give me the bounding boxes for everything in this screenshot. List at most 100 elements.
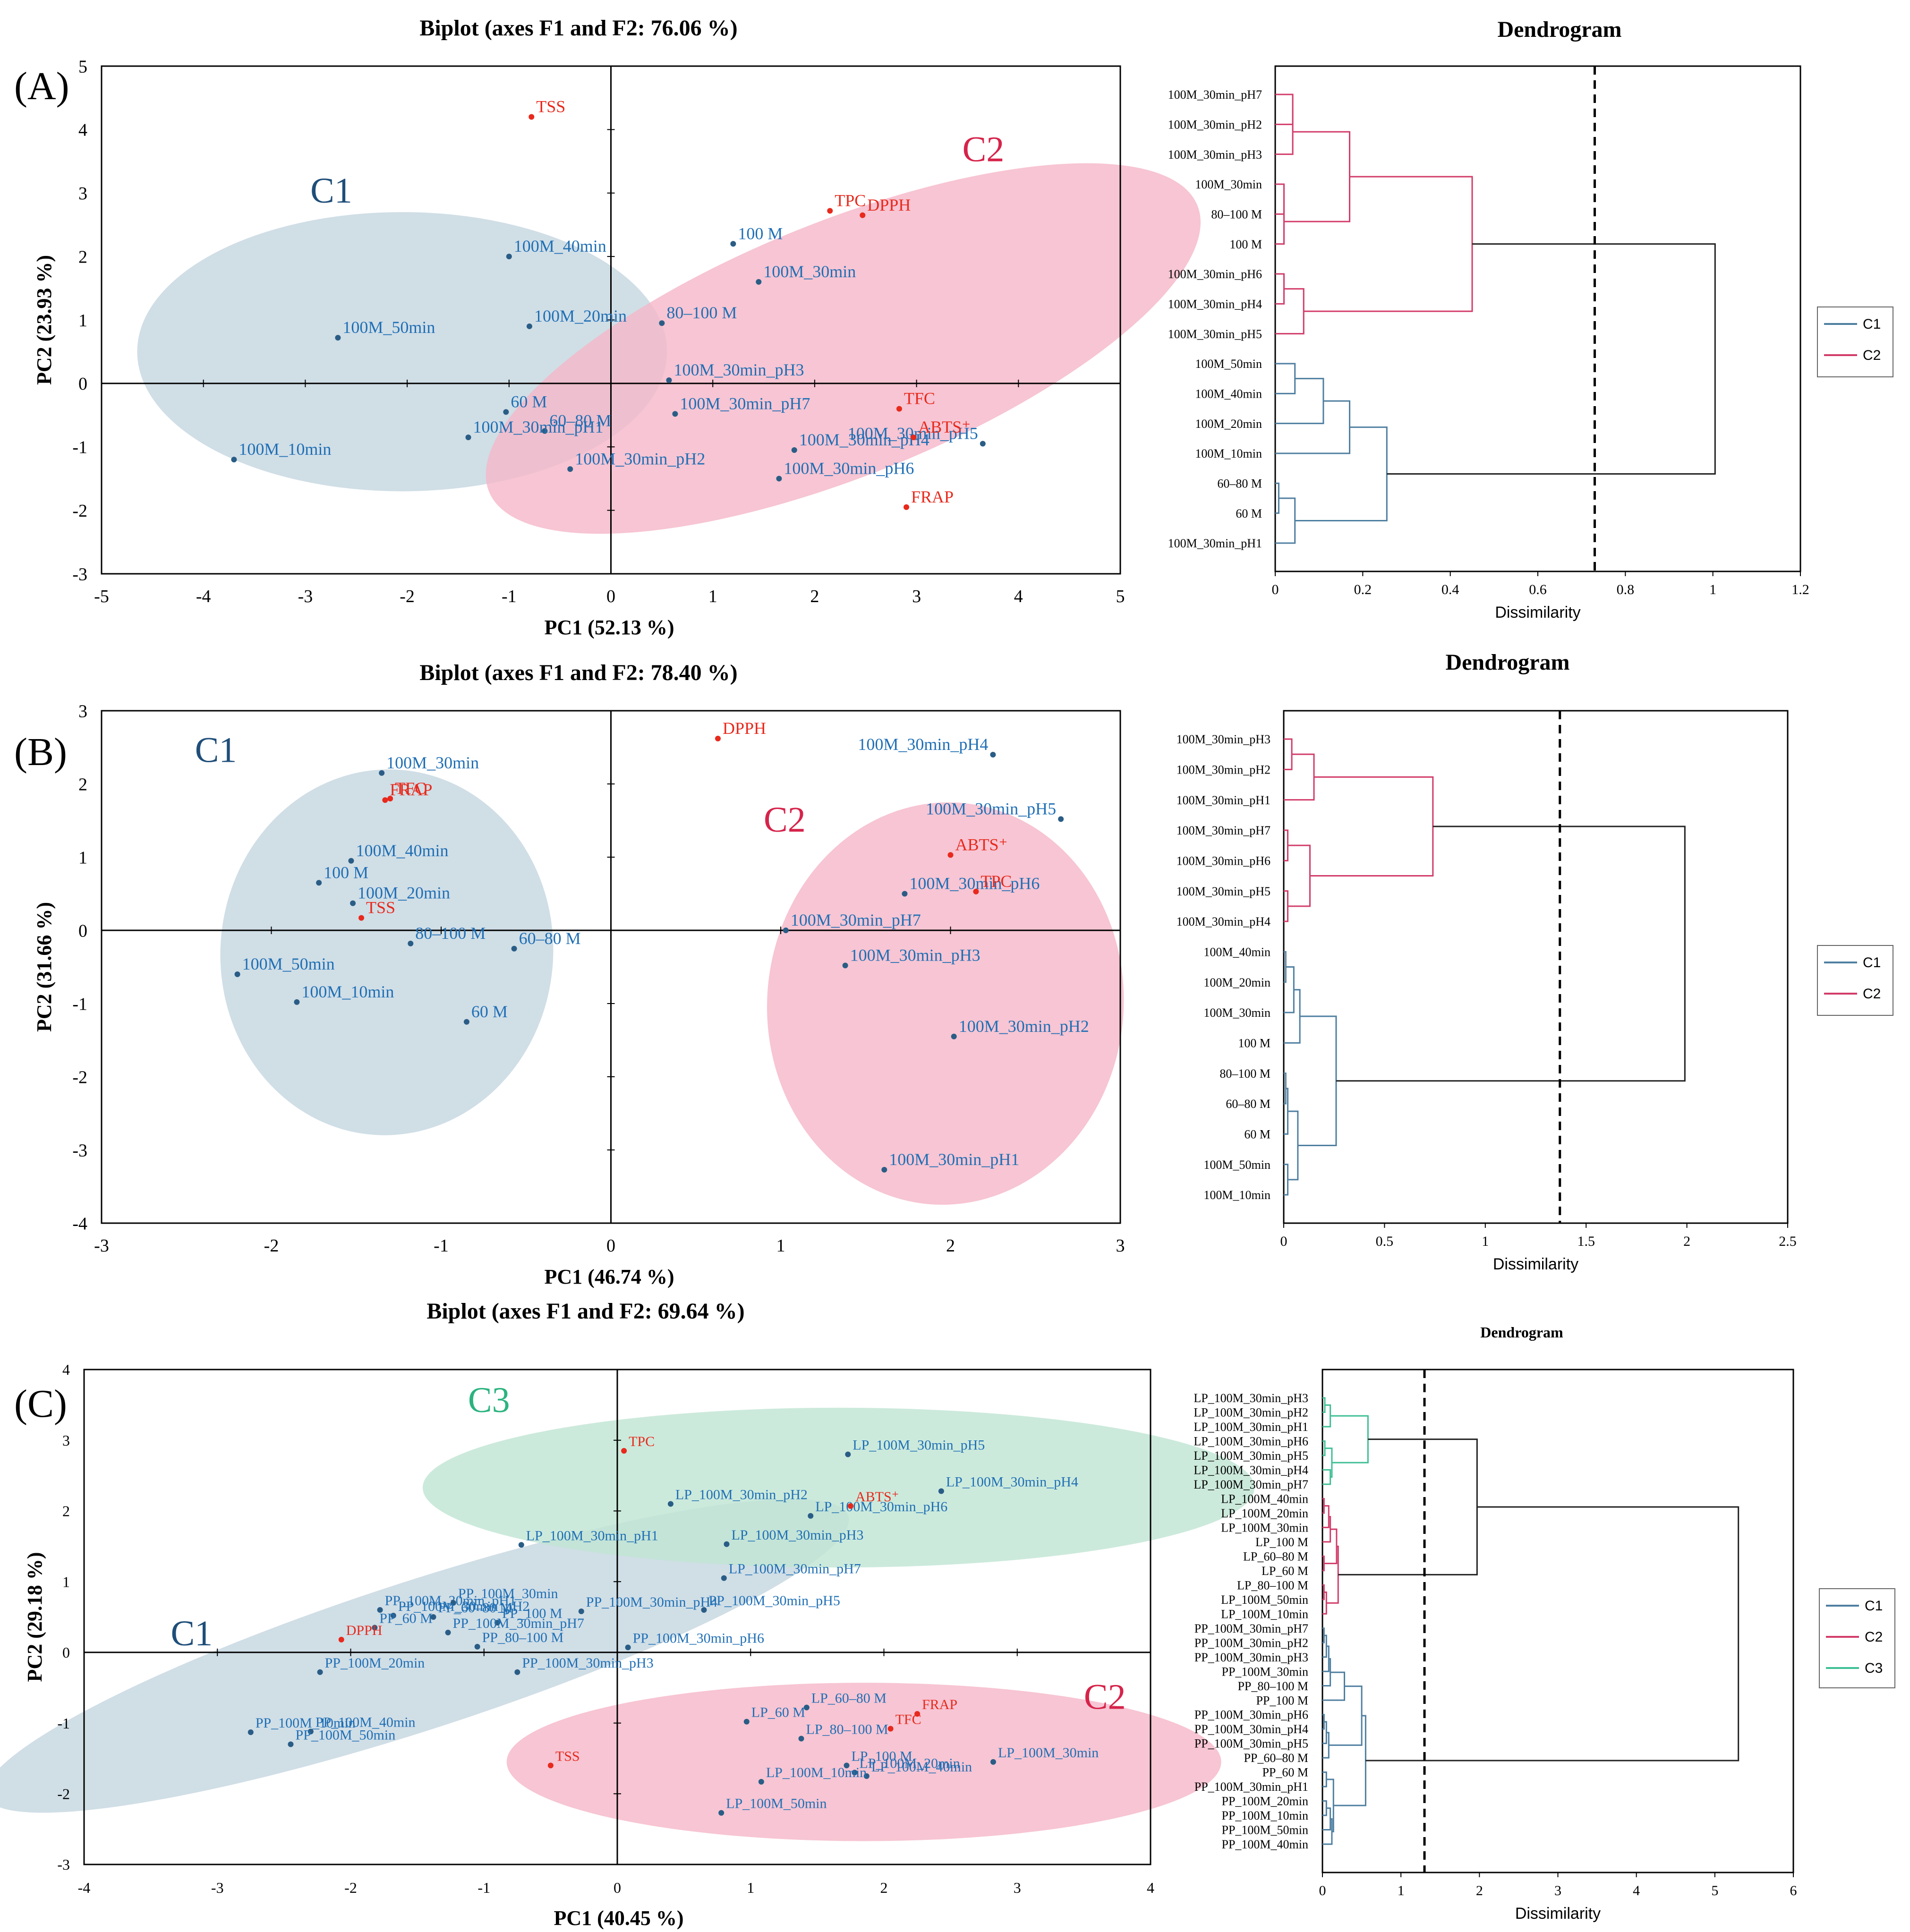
observation-point	[450, 1600, 456, 1606]
leaf-label: LP_60–80 M	[1243, 1549, 1308, 1563]
variable-point	[358, 915, 365, 921]
biplot-title: Biplot (axes F1 and F2: 76.06 %)	[419, 16, 737, 41]
observation-label: LP_60–80 M	[811, 1691, 887, 1706]
variable-point	[911, 434, 917, 441]
observation-point	[377, 1607, 383, 1613]
dendrogram-link	[1333, 1715, 1366, 1806]
observation-point	[372, 1625, 378, 1631]
y-tick-label: 0	[78, 374, 87, 394]
x-tick-label: -4	[196, 587, 211, 606]
x-tick-label: 1	[708, 587, 717, 606]
observation-label: PP_100M_40min	[315, 1715, 416, 1730]
observation-label: 100M_10min	[239, 440, 331, 459]
observation-point	[791, 447, 797, 453]
dendrogram-link	[1304, 176, 1473, 312]
x-axis-title: Dissimilarity	[1495, 604, 1580, 621]
dendrogram-link	[1322, 1469, 1331, 1485]
observation-label: 100M_10min	[301, 982, 394, 1001]
observation-label: 100M_30min_pH1	[889, 1150, 1019, 1169]
y-axis-title: PC2 (29.18 %)	[23, 1552, 46, 1682]
cluster-label-c1: C1	[310, 171, 352, 211]
panel-label: (A)	[14, 64, 69, 108]
leaf-label: PP_60 M	[1262, 1766, 1308, 1779]
observation-label: PP_100M_30min_pH1	[385, 1593, 516, 1609]
leaf-label: PP_100M_30min_pH5	[1194, 1737, 1308, 1751]
dendrogram-link	[1275, 94, 1294, 125]
dendrogram-link	[1322, 1714, 1325, 1730]
observation-label: LP_100 M	[851, 1748, 912, 1764]
observation-label: 60–80 M	[549, 411, 611, 430]
x-tick-label: 2.5	[1779, 1234, 1797, 1249]
leaf-label: LP_100M_30min_pH1	[1194, 1420, 1308, 1434]
y-axis-title: PC2 (31.66 %)	[33, 902, 56, 1032]
observation-point	[625, 1644, 631, 1651]
leaf-label: 80–100 M	[1219, 1067, 1270, 1081]
y-tick-label: 5	[78, 57, 87, 77]
variable-label: TFC	[904, 389, 935, 408]
dendrogram-link	[1288, 844, 1311, 907]
x-tick-label: -1	[502, 587, 517, 606]
variable-point	[547, 1762, 554, 1769]
panel-3: (C) C1 C3 C2 -4 -3 -2 -1 0 1 2 3 4 -3 -2 -1 0 1 2 3 4 Biplot …	[0, 1299, 1895, 1930]
observation-label: LP_100M_30min	[998, 1745, 1099, 1761]
variable-point	[382, 797, 388, 803]
variable-label: TPC	[835, 191, 866, 210]
observation-point	[902, 891, 908, 897]
observation-label: PP_100M_10min	[256, 1715, 356, 1731]
dendrogram-link	[1322, 1505, 1330, 1528]
observation-label: LP_100M_50min	[726, 1796, 827, 1812]
x-tick-label: -2	[400, 587, 415, 606]
variable-label: DPPH	[867, 196, 911, 214]
variable-point	[529, 114, 535, 120]
y-axis-title: PC2 (23.93 %)	[33, 255, 56, 385]
legend-label: C1	[1863, 316, 1881, 332]
dendrogram-link	[1338, 1438, 1478, 1575]
variable-point	[387, 796, 393, 801]
leaf-label: LP_100 M	[1255, 1535, 1308, 1549]
cluster-label-c2: C2	[764, 800, 806, 840]
observation-point	[494, 1619, 500, 1626]
leaf-label: 100M_50min	[1195, 357, 1262, 371]
leaf-label: LP_100M_30min_pH4	[1194, 1464, 1308, 1477]
observation-point	[463, 1019, 469, 1025]
variable-point	[904, 504, 910, 510]
leaf-label: PP_100M_50min	[1222, 1823, 1309, 1837]
leaf-label: PP_60–80 M	[1244, 1751, 1308, 1765]
observation-point	[430, 1614, 436, 1620]
x-tick-label: 4	[1633, 1883, 1640, 1898]
x-tick-label: 0.8	[1617, 582, 1635, 597]
dendrogram-link	[1288, 1110, 1299, 1181]
dendrogram-link	[1275, 400, 1351, 454]
y-tick-label: -3	[72, 1140, 87, 1160]
panel-1: (A) C1 C2 -5 -4 -3 -2 -1 0 1 2 3 4 5 -3 -2 -1 0 1 2 3 4 5 Biplo…	[14, 16, 1893, 639]
variable-label: FRAP	[390, 780, 432, 799]
observation-point	[474, 1643, 480, 1650]
leaf-label: PP_100M_30min_pH3	[1194, 1651, 1308, 1664]
observation-point	[803, 1704, 810, 1711]
cluster-ellipse-c1	[0, 1499, 849, 1813]
variable-label: TPC	[981, 872, 1012, 891]
dendrogram-link	[1310, 776, 1434, 877]
x-tick-label: 1	[776, 1236, 785, 1256]
y-tick-label: 1	[62, 1573, 70, 1590]
variable-label: FRAP	[922, 1697, 957, 1712]
observation-point	[317, 1669, 323, 1675]
variable-label: ABTS⁺	[855, 1489, 899, 1505]
leaf-label: 100M_30min_pH7	[1177, 824, 1270, 837]
leaf-label: 60–80 M	[1217, 477, 1262, 490]
dendrogram-link	[1322, 1645, 1330, 1672]
leaf-label: LP_100M_50min	[1221, 1593, 1308, 1607]
observation-label: 100M_40min	[514, 237, 606, 255]
x-tick-label: 4	[1014, 587, 1023, 606]
observation-label: 100M_30min_pH5	[926, 799, 1056, 818]
dendrogram-link	[1284, 131, 1351, 222]
y-tick-label: 0	[78, 921, 87, 941]
variable-label: DPPH	[346, 1623, 383, 1638]
dendrogram-link	[1329, 1685, 1363, 1746]
y-tick-label: 2	[62, 1503, 70, 1520]
x-tick-label: -2	[344, 1879, 357, 1896]
variable-point	[715, 735, 721, 741]
dendrogram-link	[1275, 288, 1305, 335]
leaf-label: 60–80 M	[1226, 1097, 1270, 1111]
observation-point	[307, 1728, 314, 1735]
